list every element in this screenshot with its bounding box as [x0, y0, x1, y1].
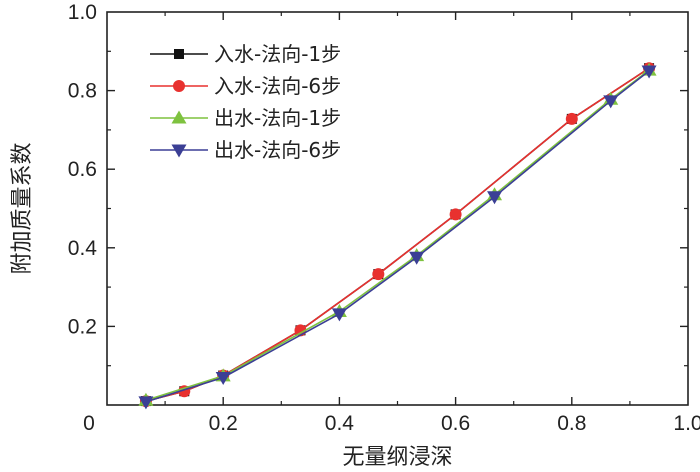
x-axis-title: 无量纲浸深 [342, 445, 452, 470]
plot-border [106, 11, 689, 406]
series-4 [138, 65, 657, 410]
y-tick-label: 1.0 [68, 1, 97, 24]
data-point [487, 191, 503, 205]
legend-item: 入水-法向-6步 [150, 74, 341, 98]
data-point [603, 95, 619, 109]
data-point [409, 251, 425, 265]
x-axis-ticks: 0 0.2 0.4 0.6 0.8 1.0 [83, 12, 700, 435]
x-tick-label: 0 [83, 412, 95, 435]
legend-marker [171, 110, 187, 124]
y-tick-label: 0.2 [68, 315, 97, 338]
data-point [215, 371, 231, 385]
legend-item: 出水-法向-6步 [150, 138, 341, 162]
legend-label: 入水-法向-1步 [214, 42, 341, 66]
data-point [372, 268, 385, 281]
data-point [641, 65, 657, 79]
legend-marker [173, 80, 185, 92]
y-tick-label: 0.4 [68, 237, 98, 260]
plot-frame [106, 11, 689, 406]
legend-marker [174, 49, 184, 59]
series-layer [138, 62, 657, 410]
legend-label: 入水-法向-6步 [214, 74, 341, 98]
y-axis-title: 附加质量系数 [10, 142, 35, 274]
data-point [138, 396, 154, 410]
x-tick-label: 0.6 [441, 412, 470, 435]
data-point [331, 308, 347, 322]
legend-item: 入水-法向-1步 [150, 42, 341, 66]
series-line [145, 67, 650, 402]
y-tick-label: 0.8 [68, 80, 97, 103]
y-tick-label: 0.6 [68, 158, 97, 181]
data-point [565, 112, 578, 125]
legend-label: 出水-法向-1步 [214, 106, 341, 130]
legend-label: 出水-法向-6步 [214, 138, 341, 162]
legend-item: 出水-法向-1步 [150, 106, 341, 130]
x-tick-label: 0.2 [209, 412, 238, 435]
x-tick-label: 0.8 [557, 412, 586, 435]
x-tick-label: 1.0 [673, 412, 700, 435]
y-axis-ticks: 0.2 0.4 0.6 0.8 1.0 [68, 1, 688, 367]
data-point [449, 208, 462, 221]
legend-marker [171, 144, 187, 158]
x-tick-label: 0.4 [325, 412, 355, 435]
